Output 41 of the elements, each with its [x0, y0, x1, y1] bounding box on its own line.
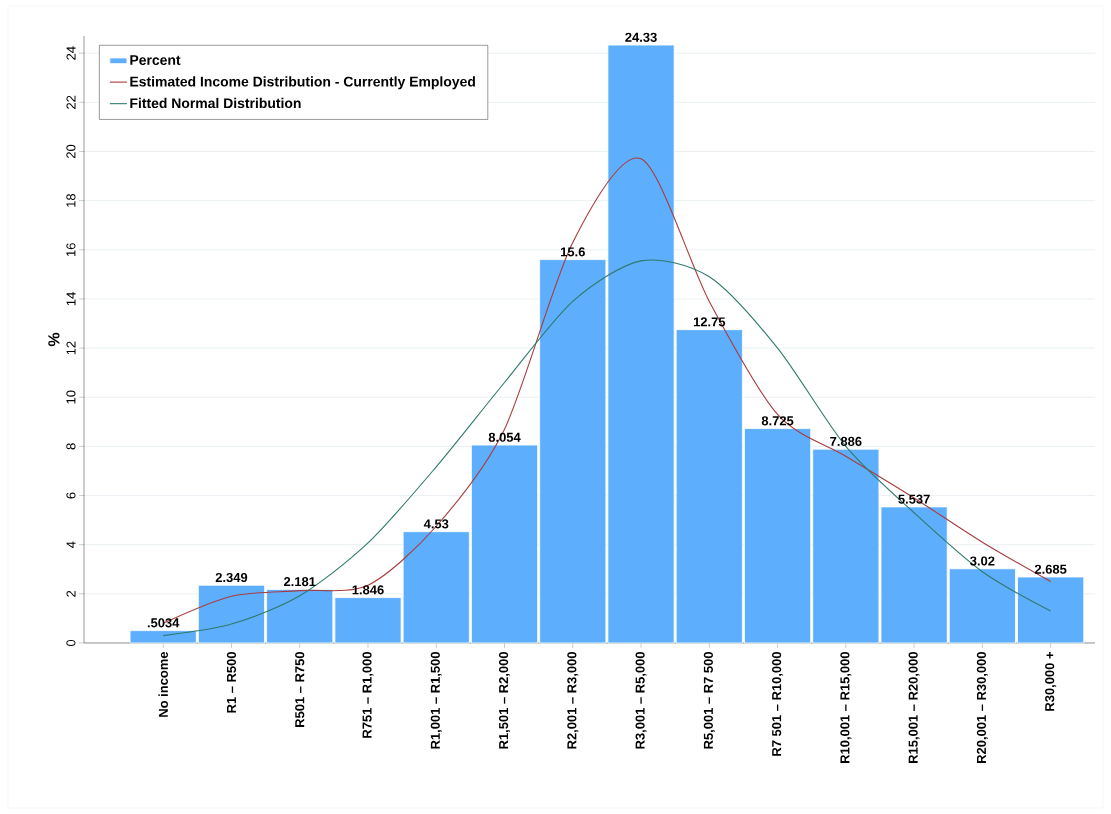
legend-label: Percent: [130, 55, 181, 65]
data-label: 12.75: [693, 317, 726, 327]
data-label: .5034: [147, 618, 180, 628]
legend-label: Estimated Income Distribution - Currently Employed: [130, 76, 475, 90]
y-tick-label: 10: [66, 390, 76, 404]
x-tick-label: R20,001 – R30,000: [976, 652, 988, 763]
y-tick-label: 14: [66, 292, 76, 306]
y-tick-label: 0: [66, 639, 76, 647]
data-label: 15.6: [560, 247, 585, 257]
y-tick-label: 8: [66, 443, 76, 450]
x-tick-label: R15,001 – R20,000: [908, 652, 920, 763]
y-tick-label: 24: [66, 46, 76, 60]
x-tick-label: R3,001 – R5,000: [635, 652, 647, 749]
data-label: 4.53: [423, 519, 449, 529]
y-tick-label: 22: [66, 95, 76, 109]
x-tick-label: R1,501 – R2,000: [498, 652, 511, 749]
data-label: 3.02: [970, 556, 995, 566]
y-tick-label: 2: [66, 590, 76, 597]
y-tick-label: 6: [66, 492, 76, 499]
x-tick-label: R7 501 – R10,000: [772, 652, 784, 756]
y-tick-label: 12: [66, 341, 76, 355]
y-tick-label: 20: [66, 144, 76, 159]
x-tick-label: R10,001 – R15,000: [840, 652, 852, 763]
data-label: 1.846: [352, 585, 384, 595]
data-label: 24.33: [625, 32, 657, 42]
x-tick-label: R2,001 – R3,000: [567, 652, 579, 749]
y-tick-label: 18: [66, 194, 76, 207]
x-tick-label: R751 – R1,000: [362, 652, 374, 738]
data-label: 2.685: [1034, 564, 1067, 574]
legend-label: Fitted Normal Distribution: [130, 97, 301, 109]
y-tick-label: 4: [66, 541, 76, 548]
x-tick-label: R30,000 +: [1045, 652, 1057, 711]
data-label: 2.181: [283, 577, 316, 587]
data-label: 2.349: [215, 572, 248, 583]
x-tick-label: R1 – R500: [226, 652, 237, 713]
x-tick-label: R501 – R750: [295, 652, 305, 727]
x-tick-label: R1,001 – R1,500: [430, 652, 442, 749]
y-axis-title: %: [48, 332, 60, 347]
x-tick-label: R5,001 – R7 500: [703, 652, 715, 749]
y-tick-label: 16: [66, 243, 76, 256]
x-tick-label: No income: [158, 651, 168, 717]
